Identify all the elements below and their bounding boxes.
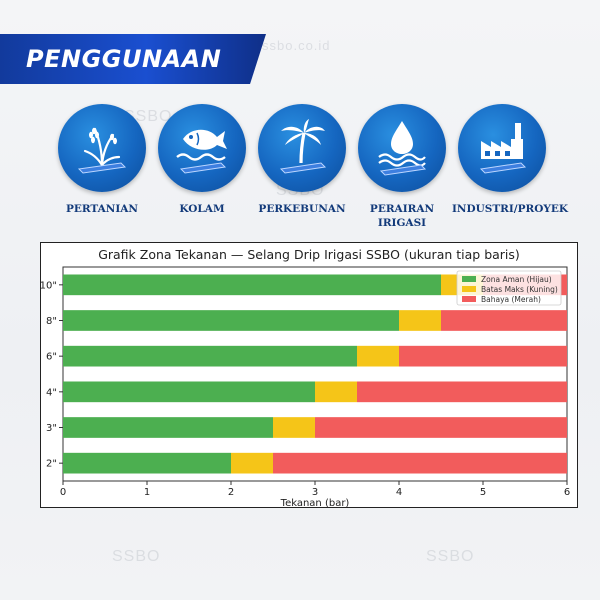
x-tick-label: 3 [312, 487, 318, 498]
use-item-kolam: KOLAM [152, 104, 252, 216]
legend-label: Zona Aman (Hijau) [481, 275, 552, 284]
water-drop-icon [358, 104, 446, 192]
watermark: SSBO [426, 548, 475, 565]
legend-label: Batas Maks (Kuning) [481, 285, 558, 294]
chart-title: Grafik Zona Tekanan — Selang Drip Irigas… [98, 247, 520, 262]
use-label: PERKEBUNAN [258, 203, 346, 215]
use-label: KOLAM [179, 203, 225, 215]
pressure-zone-chart: Grafik Zona Tekanan — Selang Drip Irigas… [40, 242, 578, 508]
x-tick-label: 2 [228, 487, 234, 498]
fish-icon [158, 104, 246, 192]
section-title: PENGGUNAAN [26, 45, 222, 73]
chart-canvas: 10" 8" 6" 4" 3" 2" 0 1 2 3 4 5 6 Tekanan (bar) Zona Am… [41, 266, 570, 507]
rice-plant-icon [58, 104, 146, 192]
use-label: INDUSTRI/PROYEK [452, 203, 569, 215]
y-tick-label: 8" [46, 316, 57, 327]
x-tick-label: 0 [60, 487, 66, 498]
y-tick-label: 3" [46, 423, 57, 434]
use-item-perairan-irigasi: PERAIRAN IRIGASI [352, 104, 452, 230]
x-tick-label: 5 [480, 487, 486, 498]
legend-box [456, 270, 562, 306]
watermark: ssbo.co.id [262, 38, 331, 53]
bar-segment [357, 345, 399, 367]
bar-segment [63, 417, 273, 438]
bar-segment [63, 381, 315, 403]
use-item-industri-proyek: INDUSTRI/PROYEK [452, 104, 569, 216]
bar-segment [441, 310, 567, 331]
bar-segment [399, 310, 441, 331]
bar-segment [231, 452, 273, 474]
use-label: PERTANIAN [65, 203, 139, 215]
bar-segment [63, 452, 231, 474]
legend-swatch [462, 276, 476, 282]
bar-segment [63, 274, 441, 296]
section-banner: PENGGUNAAN [0, 34, 266, 84]
bar-segment [63, 310, 399, 331]
factory-icon [458, 104, 546, 192]
x-tick-label: 4 [396, 487, 402, 498]
bar-segment [63, 345, 357, 367]
legend-label: Bahaya (Merah) [481, 295, 541, 304]
bar-segment [399, 345, 567, 367]
usage-icons-row: PERTANIAN KOLAM PERKEB [52, 104, 569, 234]
bar-segment [273, 452, 567, 474]
use-item-pertanian: PERTANIAN [52, 104, 152, 216]
x-axis-label: Tekanan (bar) [280, 498, 350, 507]
bar-segment [315, 417, 567, 438]
bar-segment [315, 381, 357, 403]
use-item-perkebunan: PERKEBUNAN [252, 104, 352, 216]
y-tick-label: 4" [46, 387, 57, 398]
x-tick-label: 6 [564, 487, 570, 498]
y-tick-label: 10" [41, 280, 57, 291]
y-tick-label: 2" [46, 459, 57, 470]
legend-swatch [462, 296, 476, 302]
watermark: SSBO [112, 548, 161, 565]
palm-tree-icon [258, 104, 346, 192]
use-label: PERAIRAN IRIGASI [369, 203, 435, 229]
legend-swatch [462, 286, 476, 292]
x-tick-label: 1 [144, 487, 150, 498]
y-tick-label: 6" [46, 352, 57, 363]
bar-segment [357, 381, 567, 403]
bar-segment [273, 417, 315, 438]
